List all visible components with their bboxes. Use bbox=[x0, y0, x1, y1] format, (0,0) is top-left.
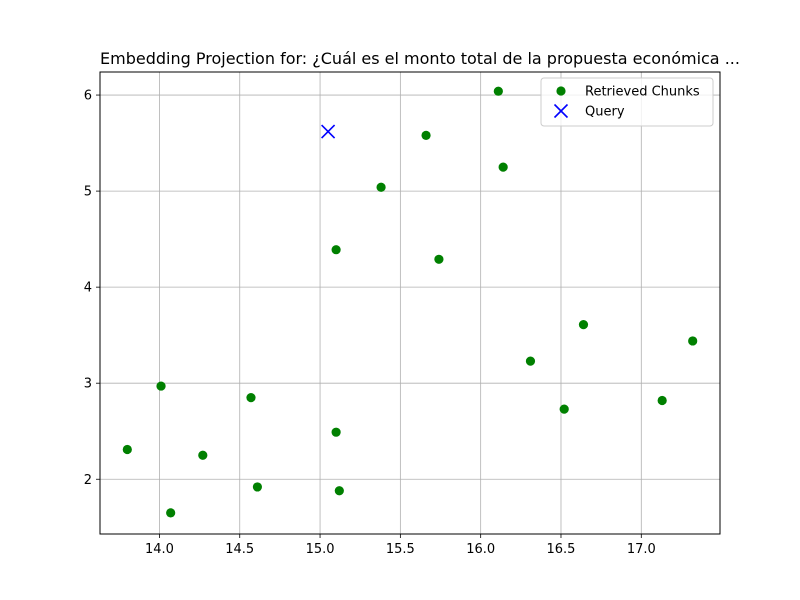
legend-box bbox=[540, 77, 714, 127]
chunk-point bbox=[331, 427, 341, 437]
chunk-point bbox=[688, 336, 698, 346]
chunk-point bbox=[334, 486, 344, 496]
x-tick-label: 14.0 bbox=[145, 542, 174, 557]
y-tick-label: 3 bbox=[84, 377, 92, 392]
legend-label: Query bbox=[585, 105, 625, 120]
y-tick-label: 5 bbox=[84, 185, 92, 200]
chart-title: Embedding Projection for: ¿Cuál es el mo… bbox=[100, 49, 740, 68]
chunk-point bbox=[156, 381, 166, 391]
chunk-point bbox=[434, 254, 444, 264]
chunk-point bbox=[331, 245, 341, 255]
data-points bbox=[122, 86, 698, 518]
y-tick-label: 2 bbox=[84, 473, 92, 488]
chunk-point bbox=[166, 508, 176, 518]
legend-label: Retrieved Chunks bbox=[585, 85, 700, 100]
axis-ticks: 14.0 14.5 15.0 15.5 16.0 16.5 17.0 2 3 4 5 6 bbox=[84, 89, 656, 557]
chunk-point bbox=[657, 395, 667, 406]
chunk-point bbox=[525, 356, 536, 366]
chunk-point bbox=[421, 130, 431, 140]
chunk-point bbox=[559, 404, 569, 414]
legend-chunk-marker bbox=[556, 86, 566, 96]
y-tick-label: 4 bbox=[84, 281, 92, 296]
chunk-point bbox=[578, 320, 589, 330]
x-tick-label: 16.0 bbox=[466, 542, 495, 557]
chunk-point bbox=[246, 393, 256, 403]
x-tick-label: 16.5 bbox=[547, 542, 576, 557]
query-marker-stroke bbox=[321, 124, 336, 139]
plot-frame bbox=[99, 71, 721, 535]
chunk-point bbox=[493, 86, 503, 96]
legend: Retrieved Chunks Query bbox=[540, 77, 714, 127]
chunk-point bbox=[122, 444, 132, 455]
chunk-point bbox=[252, 482, 263, 492]
chunk-point bbox=[498, 162, 508, 172]
grid-lines bbox=[100, 72, 720, 534]
x-tick-label: 14.5 bbox=[225, 542, 254, 557]
query-point bbox=[321, 124, 336, 139]
x-tick-label: 17.0 bbox=[627, 542, 656, 557]
x-tick-label: 15.5 bbox=[386, 542, 415, 557]
chunk-point bbox=[376, 182, 386, 192]
chunk-point bbox=[198, 450, 208, 460]
y-tick-label: 6 bbox=[84, 89, 92, 104]
legend-query-marker bbox=[553, 103, 569, 119]
x-tick-label: 15.0 bbox=[306, 542, 335, 557]
